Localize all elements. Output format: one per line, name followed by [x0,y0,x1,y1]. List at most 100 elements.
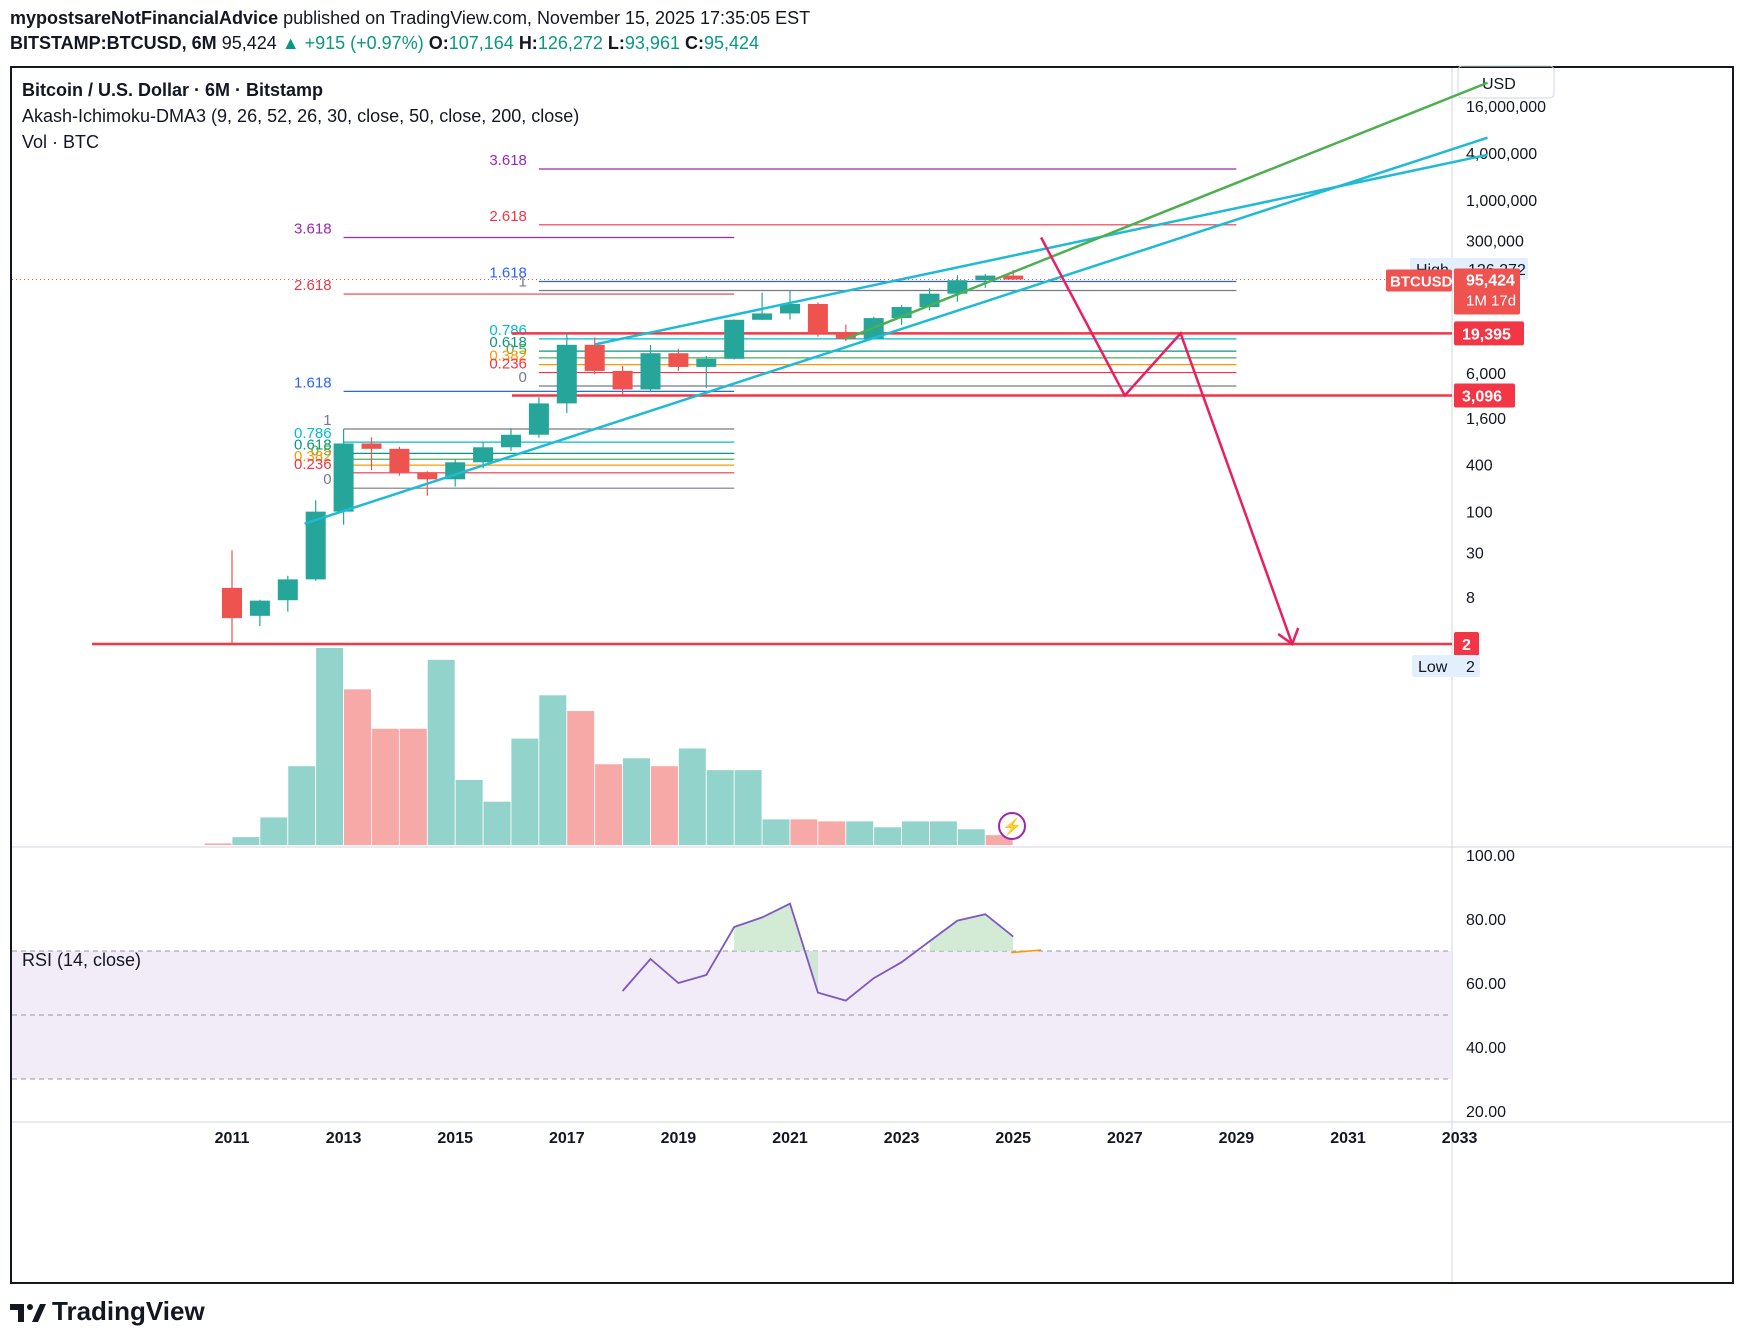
fib-level-label: 0.236 [489,356,527,373]
time-tick-label: 2025 [995,1130,1031,1147]
rsi-line [621,902,1014,1002]
fib-level-label: 0.618 [489,334,527,351]
chart-frame [10,66,1734,1284]
indicator-legend[interactable]: Akash-Ichimoku-DMA3 (9, 26, 52, 26, 30, … [22,106,580,126]
volume-bar [232,837,260,845]
candle-body [473,447,494,463]
candle-body [696,358,717,367]
fib-level-label: 0 [519,369,527,386]
volume-bar [288,766,316,845]
candle-body [835,333,856,339]
volume-bar [818,821,846,845]
price-level-badge [1454,321,1524,346]
candle-body [528,403,549,435]
close-label: C: [684,33,704,53]
volume-bar [483,801,511,845]
currency-label: USD [1482,76,1516,93]
candle-body [612,370,633,390]
symbol-tag-label: BTCUSD [1390,273,1453,290]
time-tick-label: 2011 [215,1130,250,1147]
fib-level-label: 1.618 [294,374,332,391]
fib-level-label: 0.5 [506,341,527,358]
volume-bar [260,817,288,845]
time-tick-label: 2013 [326,1130,362,1147]
price-change: +915 (+0.97%) [304,33,424,53]
candle-body [975,275,996,281]
volume-bar [371,728,399,845]
candle-body [584,344,605,371]
low-value: 93,961 [624,33,680,53]
candle-body [891,307,912,319]
author-name[interactable]: mypostsareNotFinancialAdvice [10,8,279,28]
time-tick-label: 2033 [1442,1130,1478,1147]
low-tag-bg [1412,655,1480,677]
volume-bar [204,843,232,845]
candle-body [249,600,270,616]
volume-bar [874,827,902,845]
price-tick-label: 6,000 [1466,366,1506,383]
volume-bar [706,770,734,845]
volume-bar [762,819,790,845]
fib-level-label: 3.618 [294,221,332,238]
price-level-badge-label: 3,096 [1462,388,1502,405]
volume-legend[interactable]: Vol · BTC [22,132,100,152]
volume-bar [539,695,567,845]
fib-level-label: 0 [323,471,331,488]
tradingview-logo-icon [10,1304,46,1323]
volume-bar [678,748,706,845]
volume-bar [734,770,762,845]
volume-bar [511,738,539,845]
volume-bar [985,835,1013,845]
chart-title: Bitcoin / U.S. Dollar · 6M · Bitstamp [22,80,324,100]
price-level-badge [1454,632,1479,656]
symbol-tag-bg [1386,269,1452,292]
candle-body [333,443,354,512]
fib-level-label: 0.618 [294,436,332,453]
open-value: 107,164 [448,33,514,53]
time-tick-label: 2021 [772,1130,808,1147]
volume-bar [567,711,595,845]
volume-bar [595,764,623,845]
fib-level-label: 3.618 [489,152,527,169]
rsi-ma-line [1011,949,1042,954]
published-text: published on TradingView.com, November 1… [283,8,811,28]
rsi-tick-label: 60.00 [1466,976,1506,993]
fib-level-label: 0.236 [294,456,332,473]
low-label: L: [607,33,625,53]
candle-body [752,313,773,320]
volume-bar [623,758,650,845]
projection-arrowhead [1277,627,1300,646]
trendline [594,153,1488,346]
rsi-tick-label: 100.00 [1466,848,1515,865]
fib-level-label: 1 [519,273,527,290]
rsi-tick-label: 40.00 [1466,1040,1506,1057]
time-tick-label: 2031 [1330,1130,1366,1147]
rsi-legend[interactable]: RSI (14, close) [22,950,142,970]
symbol-label: BITSTAMP:BTCUSD, 6M [10,33,217,53]
volume-bar [929,821,957,845]
candle-body [417,472,438,480]
rsi-overbought-fill [734,903,818,993]
volume-bar [650,766,678,845]
low-tag-label: Low [1418,659,1448,676]
candle-body [1003,275,1024,280]
fib-level-label: 0.382 [489,348,527,365]
volume-bar [902,821,929,845]
time-tick-label: 2027 [1107,1130,1143,1147]
volume-bar [790,819,818,845]
volume-bar [316,648,344,845]
time-tick-label: 2017 [549,1130,585,1147]
up-triangle-icon: ▲ [281,33,300,53]
lightning-badge-glyph: ⚡ [1002,817,1022,836]
volume-bar [455,779,483,845]
symbol-info: BITSTAMP:BTCUSD, 6M 95,424 ▲ +915 (+0.97… [10,33,759,54]
price-tick-label: 100 [1466,505,1493,522]
rsi-overbought-fill [929,914,1014,951]
last-price-tag-bg [1454,268,1520,315]
price-tick-label: 4,000,000 [1466,146,1537,163]
volume-bar [344,689,371,845]
fib-level-label: 0.382 [294,448,332,465]
time-tick-label: 2019 [661,1130,697,1147]
candle-body [556,344,577,404]
